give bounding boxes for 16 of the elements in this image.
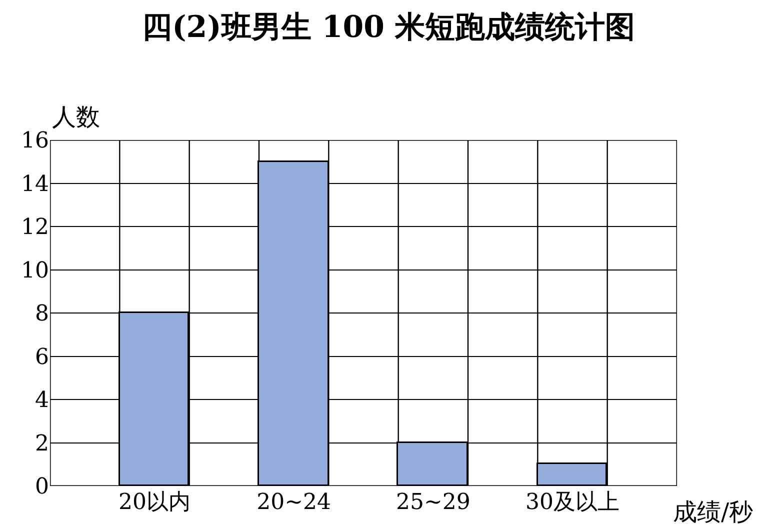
- x-tick-label: 20~24: [256, 490, 332, 515]
- y-tick-label: 16: [21, 128, 49, 154]
- y-tick-label: 0: [35, 474, 49, 500]
- y-tick-label: 14: [21, 172, 49, 197]
- y-tick-label: 10: [21, 258, 49, 284]
- x-tick-label: 20以内: [118, 490, 190, 515]
- y-tick-label: 12: [21, 215, 49, 240]
- y-tick-label: 4: [35, 388, 49, 414]
- x-tick-label: 30及以上: [526, 490, 620, 515]
- chart-title: 四(2)班男生 100 米短跑成绩统计图: [142, 10, 635, 45]
- y-tick-label: 8: [35, 302, 49, 327]
- y-tick-label: 2: [35, 431, 49, 456]
- x-axis-title: 成绩/秒: [673, 498, 754, 526]
- x-tick-label: 25~29: [396, 490, 470, 515]
- y-axis-title: 人数: [52, 103, 100, 131]
- y-tick-label: 6: [35, 344, 49, 370]
